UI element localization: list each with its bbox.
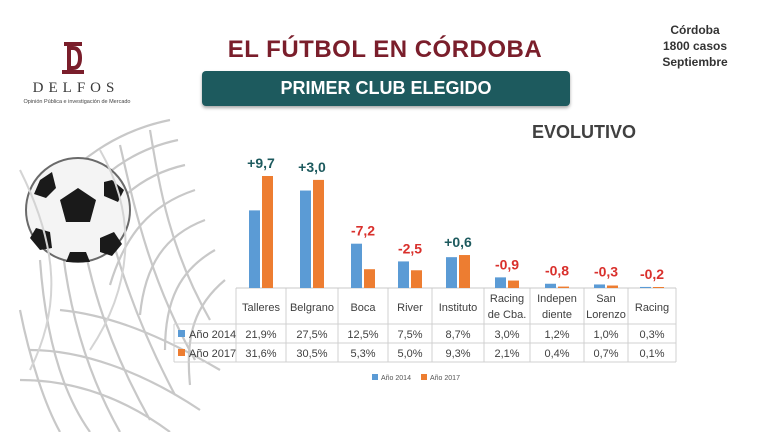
bar-2014 [495,277,506,288]
legend-label-2017: Año 2017 [430,375,460,382]
category-label: diente [542,309,572,321]
category-label: River [397,302,423,314]
difference-label: -0,8 [545,263,569,279]
difference-label: -7,2 [351,223,375,239]
table-cell-2017: 5,3% [350,348,375,360]
category-label: Racing [635,302,669,314]
table-cell-2014: 27,5% [296,329,327,341]
bar-2017 [313,179,324,288]
meta-cases: 1800 casos [662,39,728,53]
page-title: EL FÚTBOL EN CÓRDOBA [227,36,543,63]
bar-2014 [300,190,311,288]
meta-month: Septiembre [662,55,728,69]
table-cell-2017: 2,1% [494,348,519,360]
table-cell-2014: 7,5% [397,329,422,341]
category-label: Belgrano [290,302,334,314]
category-label: Lorenzo [586,309,626,321]
table-cell-2014: 21,9% [245,329,276,341]
meta-place: Córdoba [670,23,720,37]
bar-2014 [640,286,651,288]
bar-2014 [398,261,409,288]
delfos-logo-icon [62,42,84,74]
bar-2014 [446,257,457,288]
difference-label: -0,3 [594,263,618,279]
table-cell-2014: 3,0% [494,329,519,341]
table-legend-swatch-2017 [178,349,185,356]
bar-2017 [459,255,470,288]
table-row-header-2017: Año 2017 [189,348,236,360]
difference-label: +0,6 [444,234,472,250]
table-cell-2014: 0,3% [639,329,664,341]
category-label: Racing [490,293,524,305]
bar-2017 [558,286,569,288]
table-cell-2017: 30,5% [296,348,327,360]
bar-2014 [351,243,362,288]
bar-2014 [249,210,260,288]
difference-label: -0,2 [640,266,664,282]
legend-swatch-2017 [421,374,427,380]
difference-label: +3,0 [298,159,326,175]
bar-2014 [545,283,556,288]
category-label: Talleres [242,302,280,314]
table-cell-2017: 5,0% [397,348,422,360]
table-legend-swatch-2014 [178,330,185,337]
soccer-ball-net-illustration [18,118,226,432]
logo-wordmark: DELFOS [32,80,120,96]
category-label: Indepen [537,293,577,305]
bar-2017 [653,287,664,288]
legend-swatch-2014 [372,374,378,380]
bar-2017 [508,280,519,288]
table-cell-2017: 0,1% [639,348,664,360]
table-cell-2014: 8,7% [445,329,470,341]
bar-2017 [364,269,375,288]
difference-label: -0,9 [495,256,519,272]
category-label: Boca [350,302,376,314]
table-cell-2014: 1,2% [544,329,569,341]
section-label: EVOLUTIVO [532,122,637,142]
table-cell-2017: 0,7% [593,348,618,360]
bar-2014 [594,284,605,288]
subtitle-text: PRIMER CLUB ELEGIDO [280,78,492,98]
bar-2017 [262,176,273,288]
category-label: Instituto [439,302,478,314]
legend-label-2014: Año 2014 [381,375,411,382]
table-cell-2014: 12,5% [347,329,378,341]
table-cell-2017: 0,4% [544,348,569,360]
logo-tagline: Opinión Pública e investigación de Merca… [23,99,131,105]
table-row-header-2014: Año 2014 [189,329,236,341]
table-cell-2014: 1,0% [593,329,618,341]
bar-2017 [607,285,618,288]
category-label: de Cba. [488,309,527,321]
table-cell-2017: 9,3% [445,348,470,360]
subtitle-banner: PRIMER CLUB ELEGIDO [202,71,570,106]
category-label: San [596,293,616,305]
difference-label: +9,7 [247,155,275,171]
survey-meta: Córdoba 1800 casos Septiembre [648,22,742,70]
difference-label: -2,5 [398,240,422,256]
bar-2017 [411,270,422,288]
table-cell-2017: 31,6% [245,348,276,360]
